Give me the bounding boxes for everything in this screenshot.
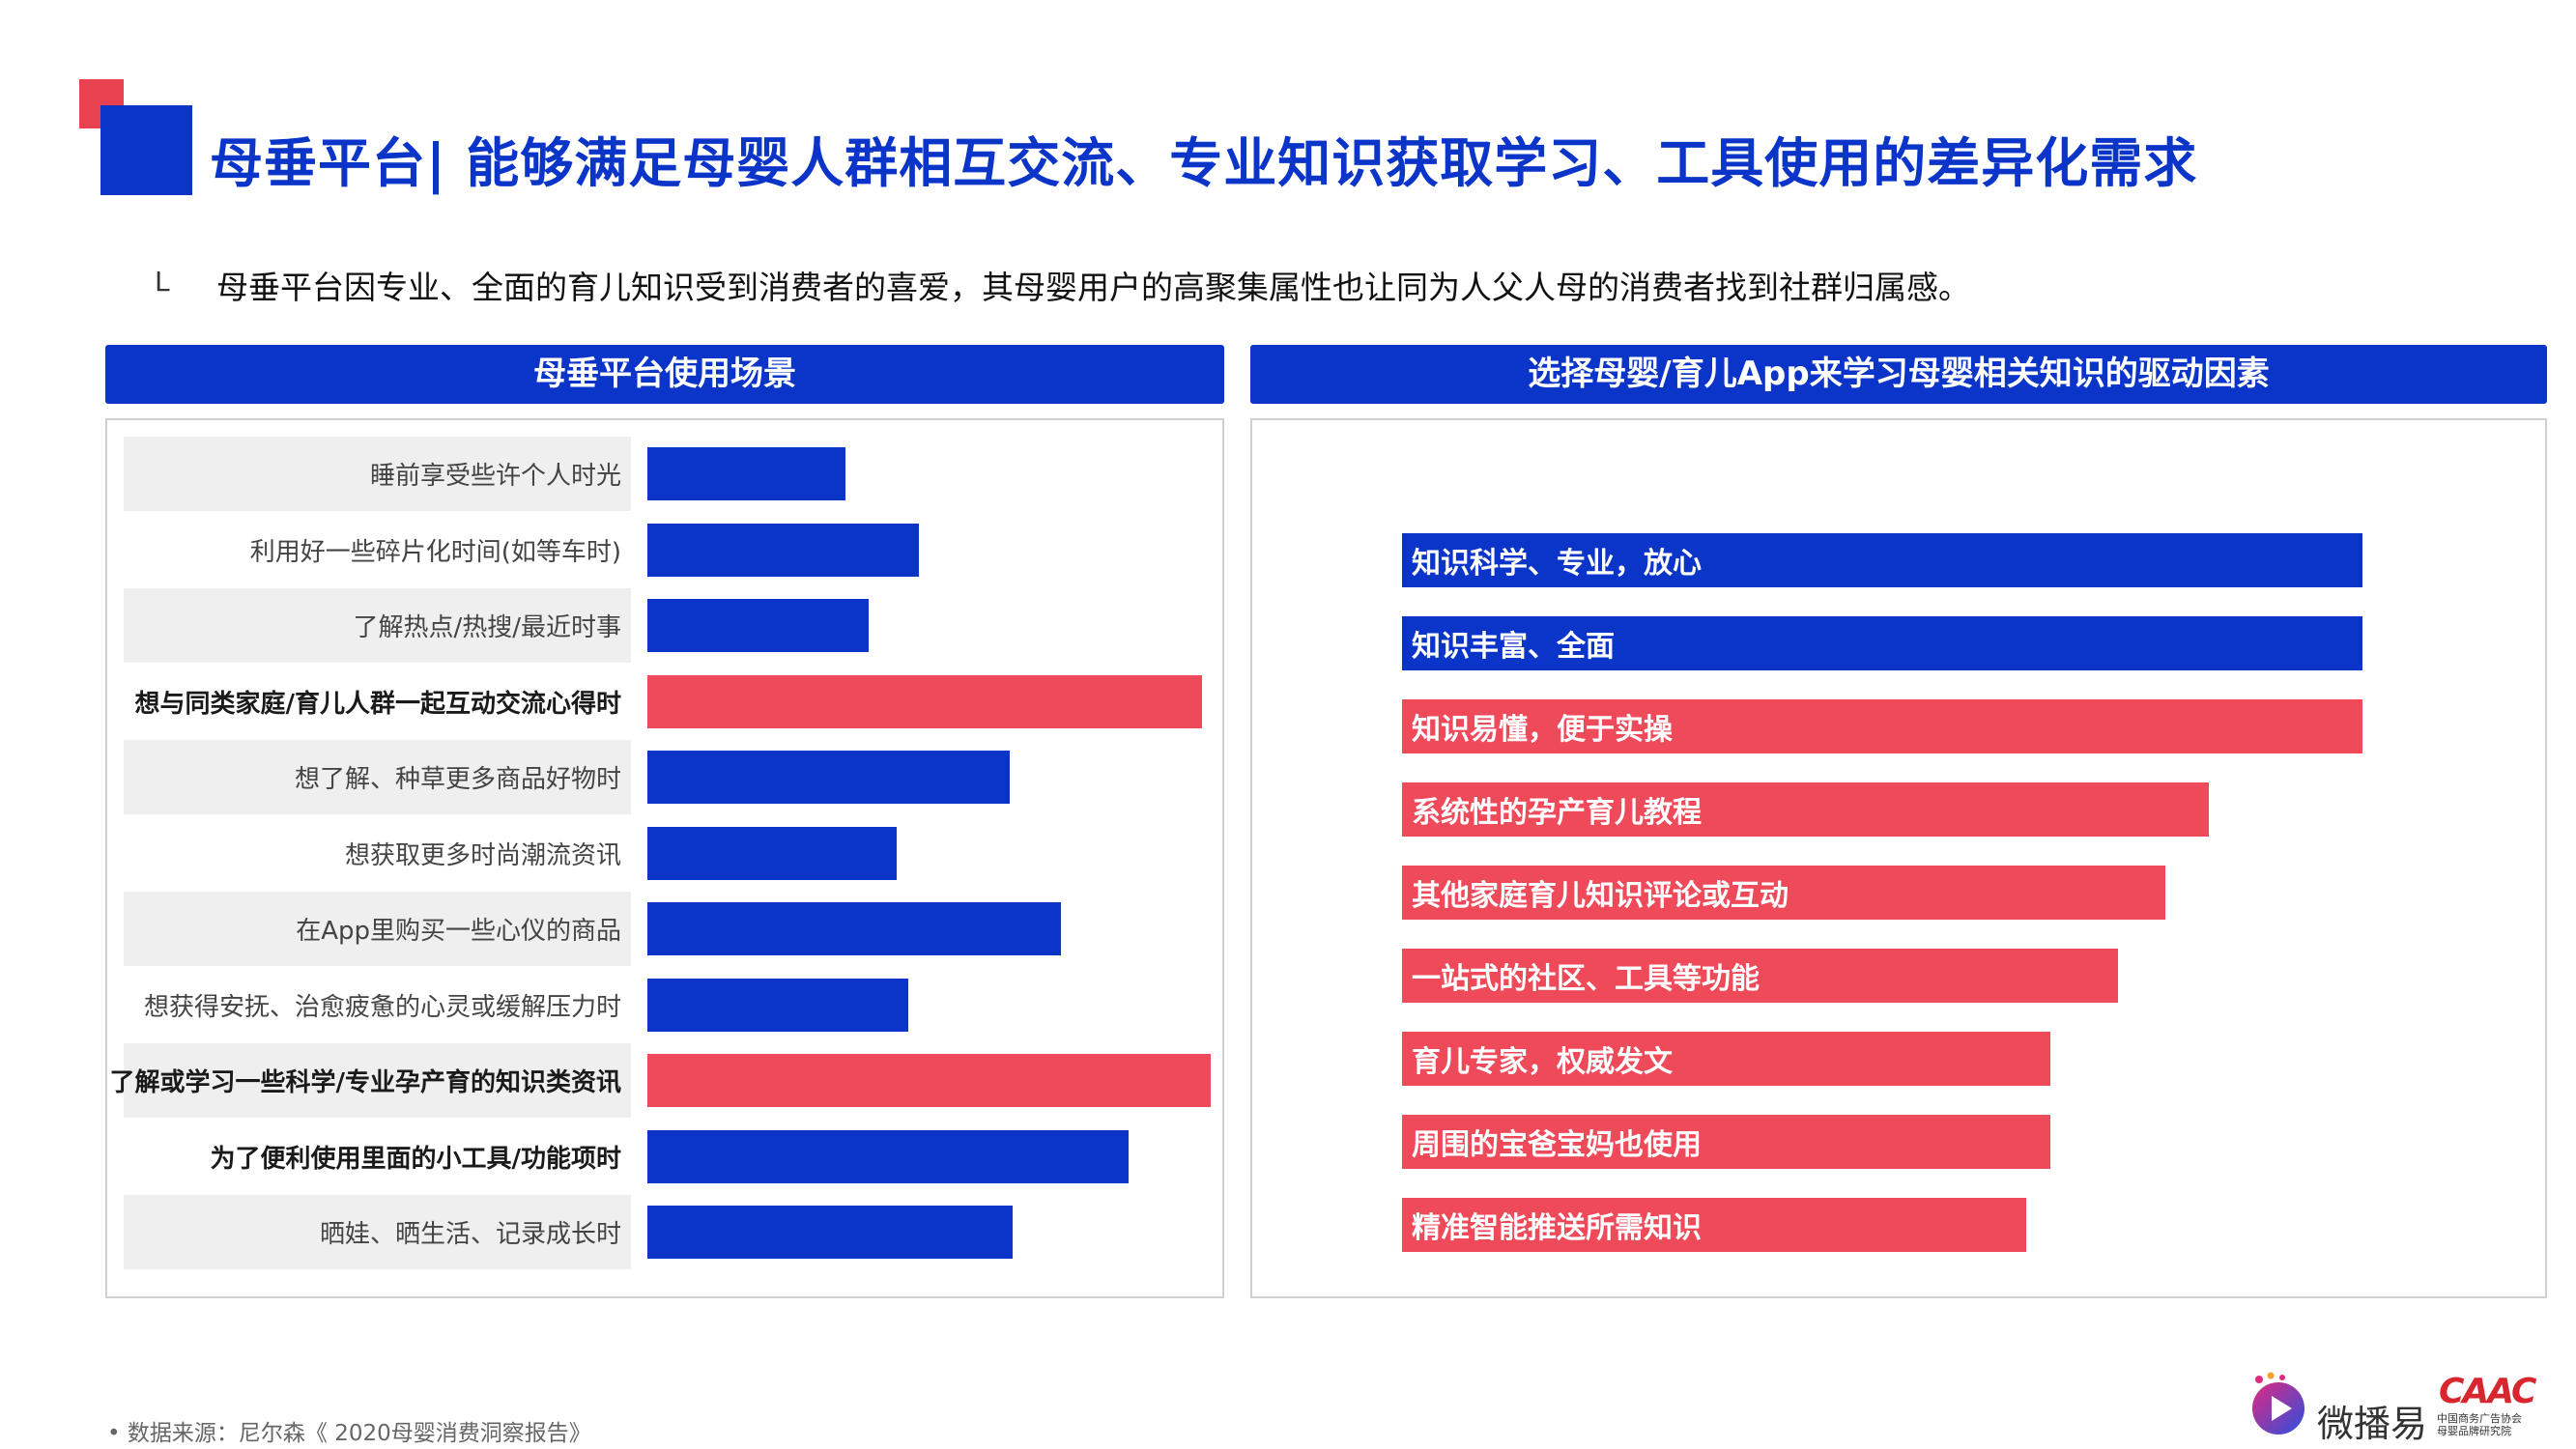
left-bar bbox=[647, 826, 897, 880]
right-bar: 精准智能推送所需知识 bbox=[1402, 1198, 2027, 1252]
right-bar-label: 精准智能推送所需知识 bbox=[1412, 1211, 1702, 1245]
right-bar-label: 其他家庭育儿知识评论或互动 bbox=[1412, 879, 1789, 913]
left-category-label: 了解或学习一些科学/专业孕产育的知识类资讯 bbox=[110, 1043, 631, 1118]
left-category-label: 想与同类家庭/育儿人群一起互动交流心得时 bbox=[134, 689, 622, 719]
right-bar: 周围的宝爸宝妈也使用 bbox=[1402, 1115, 2050, 1169]
right-bar: 一站式的社区、工具等功能 bbox=[1402, 949, 2118, 1003]
left-bar bbox=[647, 902, 1061, 955]
left-category-label: 在App里购买一些心仪的商品 bbox=[124, 892, 631, 966]
weiboyi-logo-icon bbox=[2252, 1372, 2304, 1435]
right-bar: 知识丰富、全面 bbox=[1402, 616, 2362, 670]
right-bar-label: 一站式的社区、工具等功能 bbox=[1412, 962, 1760, 996]
right-bar: 知识易懂，便于实操 bbox=[1402, 699, 2362, 753]
data-source-note: • 数据来源：尼尔森《 2020母婴消费洞察报告》 bbox=[107, 1421, 591, 1446]
left-bar bbox=[647, 751, 1011, 804]
right-bar: 育儿专家，权威发文 bbox=[1402, 1032, 2050, 1086]
page-title: 母垂平台| 能够满足母婴人群相互交流、专业知识获取学习、工具使用的差异化需求 bbox=[210, 132, 2198, 194]
left-category-label: 想获得安抚、治愈疲惫的心灵或缓解压力时 bbox=[143, 992, 621, 1022]
right-bar-label: 系统性的孕产育儿教程 bbox=[1412, 796, 1702, 830]
right-bar: 系统性的孕产育儿教程 bbox=[1402, 782, 2209, 837]
left-bar bbox=[647, 1054, 1212, 1107]
left-category-label: 利用好一些碎片化时间(如等车时) bbox=[249, 537, 621, 567]
left-bar bbox=[647, 523, 920, 577]
left-bar bbox=[647, 674, 1203, 728]
right-bar-label: 知识丰富、全面 bbox=[1412, 630, 1615, 664]
left-category-label: 想了解、种草更多商品好物时 bbox=[124, 740, 631, 814]
right-bar-label: 知识科学、专业，放心 bbox=[1412, 547, 1702, 581]
left-bar bbox=[647, 978, 908, 1032]
data-source-text: 数据来源：尼尔森《 2020母婴消费洞察报告》 bbox=[127, 1421, 591, 1446]
left-category-label: 了解热点/热搜/最近时事 bbox=[124, 588, 631, 663]
caac-sub-line-1: 中国商务广告协会 bbox=[2437, 1412, 2522, 1425]
left-category-label: 睡前享受些许个人时光 bbox=[124, 437, 631, 511]
right-bar-label: 育儿专家，权威发文 bbox=[1412, 1045, 1673, 1079]
right-bar-label: 周围的宝爸宝妈也使用 bbox=[1412, 1128, 1702, 1162]
bullet-marker: L bbox=[155, 266, 170, 298]
caac-logo: CAAC bbox=[2439, 1372, 2536, 1411]
left-category-label: 晒娃、晒生活、记录成长时 bbox=[124, 1195, 631, 1269]
left-category-label: 为了便利使用里面的小工具/功能项时 bbox=[210, 1144, 622, 1174]
left-chart-title: 母垂平台使用场景 bbox=[105, 345, 1224, 404]
caac-sub-line-2: 母婴品牌研究院 bbox=[2437, 1425, 2511, 1437]
left-bar bbox=[647, 1206, 1013, 1259]
caac-logo-subtitle: 中国商务广告协会 母婴品牌研究院 bbox=[2437, 1412, 2522, 1437]
page-subtitle: 母垂平台因专业、全面的育儿知识受到消费者的喜爱，其母婴用户的高聚集属性也让同为人… bbox=[216, 269, 1970, 306]
right-chart-title: 选择母婴/育儿App来学习母婴相关知识的驱动因素 bbox=[1250, 345, 2547, 404]
weiboyi-logo-text: 微播易 bbox=[2317, 1403, 2428, 1445]
accent-square-blue bbox=[100, 105, 192, 195]
left-bar bbox=[647, 447, 846, 500]
left-bar bbox=[647, 1129, 1130, 1183]
right-bar-label: 知识易懂，便于实操 bbox=[1412, 713, 1673, 747]
left-bar bbox=[647, 599, 869, 652]
right-bar: 知识科学、专业，放心 bbox=[1402, 533, 2362, 587]
right-bar: 其他家庭育儿知识评论或互动 bbox=[1402, 866, 2166, 920]
left-category-label: 想获取更多时尚潮流资讯 bbox=[344, 840, 621, 870]
